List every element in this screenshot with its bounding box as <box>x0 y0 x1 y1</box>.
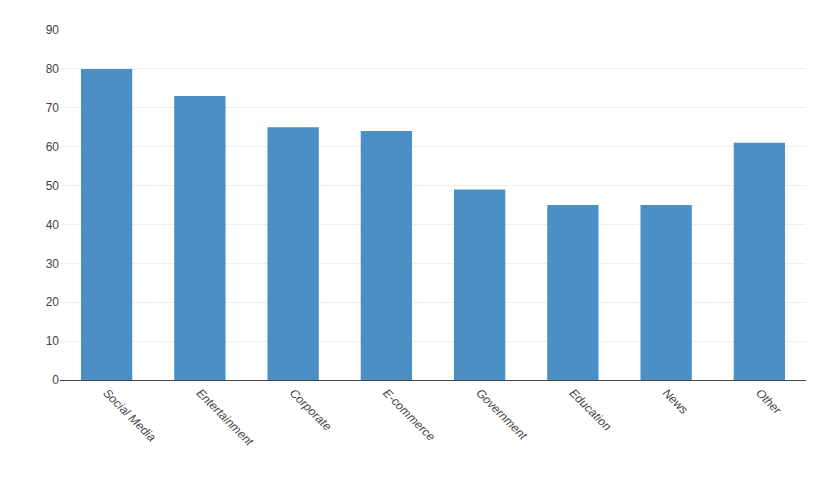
svg-text:30: 30 <box>46 257 60 271</box>
svg-text:Education: Education <box>567 386 615 434</box>
svg-text:50: 50 <box>46 179 60 193</box>
svg-text:Corporate: Corporate <box>287 386 335 434</box>
svg-text:Social Media: Social Media <box>100 386 159 445</box>
svg-text:Government: Government <box>473 386 530 443</box>
svg-text:80: 80 <box>46 62 60 76</box>
svg-text:News: News <box>660 386 691 417</box>
svg-text:Other: Other <box>753 386 785 418</box>
svg-text:10: 10 <box>46 334 60 348</box>
svg-text:0: 0 <box>52 373 59 387</box>
svg-text:20: 20 <box>46 295 60 309</box>
svg-text:60: 60 <box>46 140 60 154</box>
svg-text:40: 40 <box>46 218 60 232</box>
svg-text:E-commerce: E-commerce <box>380 386 438 444</box>
svg-text:90: 90 <box>46 23 60 37</box>
svg-text:70: 70 <box>46 101 60 115</box>
svg-text:Entertainment: Entertainment <box>194 386 257 449</box>
